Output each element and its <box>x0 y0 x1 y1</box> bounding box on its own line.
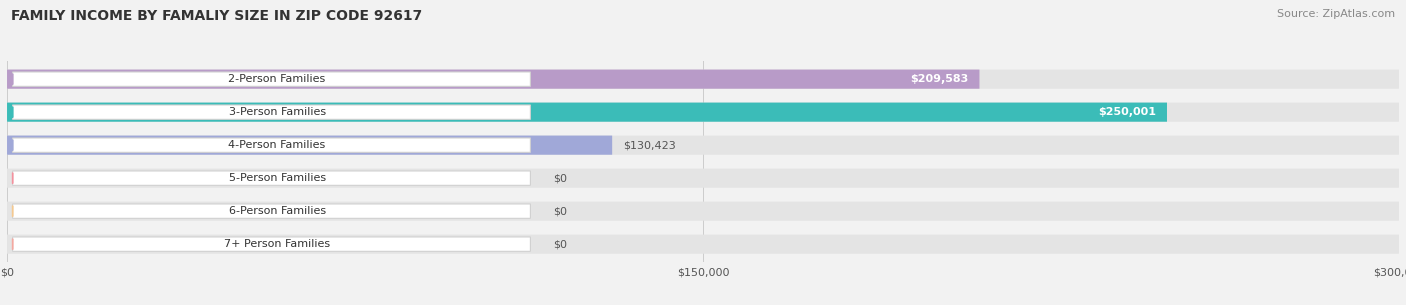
FancyBboxPatch shape <box>13 237 530 251</box>
FancyBboxPatch shape <box>7 70 980 89</box>
FancyBboxPatch shape <box>7 102 1399 122</box>
FancyBboxPatch shape <box>13 204 530 218</box>
Text: 3-Person Families: 3-Person Families <box>229 107 326 117</box>
FancyBboxPatch shape <box>13 72 530 86</box>
Text: $250,001: $250,001 <box>1098 107 1156 117</box>
FancyBboxPatch shape <box>7 202 1399 221</box>
Text: $209,583: $209,583 <box>910 74 969 84</box>
FancyBboxPatch shape <box>7 169 1399 188</box>
Text: $0: $0 <box>553 206 567 216</box>
FancyBboxPatch shape <box>7 136 612 155</box>
FancyBboxPatch shape <box>7 235 1399 254</box>
Text: Source: ZipAtlas.com: Source: ZipAtlas.com <box>1277 9 1395 19</box>
Text: 7+ Person Families: 7+ Person Families <box>224 239 330 249</box>
Text: 6-Person Families: 6-Person Families <box>229 206 326 216</box>
FancyBboxPatch shape <box>7 102 1167 122</box>
Text: 4-Person Families: 4-Person Families <box>228 140 326 150</box>
FancyBboxPatch shape <box>13 171 530 185</box>
FancyBboxPatch shape <box>7 136 1399 155</box>
Text: $0: $0 <box>553 173 567 183</box>
FancyBboxPatch shape <box>13 138 530 152</box>
Text: $0: $0 <box>553 239 567 249</box>
Text: 5-Person Families: 5-Person Families <box>229 173 326 183</box>
Text: $130,423: $130,423 <box>623 140 676 150</box>
FancyBboxPatch shape <box>7 70 1399 89</box>
Text: FAMILY INCOME BY FAMALIY SIZE IN ZIP CODE 92617: FAMILY INCOME BY FAMALIY SIZE IN ZIP COD… <box>11 9 422 23</box>
Text: 2-Person Families: 2-Person Families <box>228 74 326 84</box>
FancyBboxPatch shape <box>13 105 530 119</box>
